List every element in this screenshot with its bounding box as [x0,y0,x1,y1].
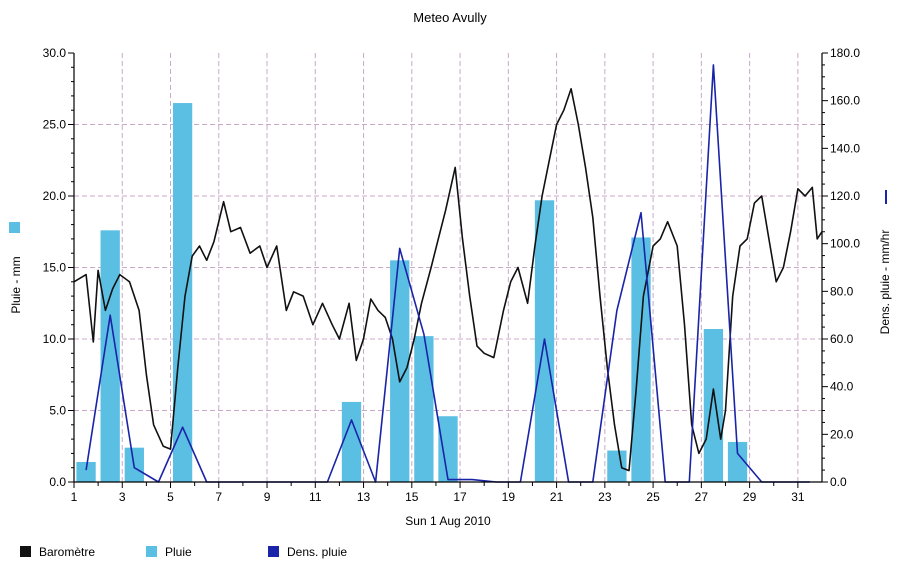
chart-title: Meteo Avully [413,10,487,25]
legend-swatch [20,546,31,557]
x-tick-label: 29 [743,490,757,504]
y-axis-right-title: Dens. pluie - mm/hr [878,230,892,335]
y-left-tick-label: 20.0 [43,189,67,203]
pluie-bar [172,103,193,483]
y-right-tick-label: 100.0 [830,237,860,251]
y-right-tick-label: 20.0 [830,427,854,441]
legend-swatch [268,546,279,557]
x-tick-label: 21 [550,490,564,504]
y-axis-left-title: Pluie - mm [9,256,23,313]
barometre-line [73,88,823,472]
x-tick-label: 15 [405,490,419,504]
grid [74,53,822,482]
pluie-bar [100,230,120,482]
x-tick-label: 27 [695,490,709,504]
legend-label: Pluie [165,545,192,559]
y-left-tick-label: 15.0 [43,261,67,275]
x-axis-title: Sun 1 Aug 2010 [405,514,491,528]
x-tick-label: 7 [215,490,222,504]
pluie-bar [438,416,458,482]
barometre-series [73,88,823,472]
pluie-bar [341,401,362,482]
pluie-bar [76,461,96,482]
axes: 0.0 5.0 10.0 15.0 20.0 25.0 30.0 0.0 20.0 40.0 60.… [43,46,861,504]
left-axis-swatch [9,222,20,233]
x-tick-label: 9 [264,490,271,504]
y-left-tick-label: 5.0 [49,404,66,418]
x-tick-label: 31 [791,490,805,504]
y-right-tick-label: 60.0 [830,332,854,346]
x-tick-label: 13 [357,490,371,504]
x-tick-label: 1 [71,490,78,504]
pluie-bar [727,441,748,482]
legend-swatch [146,546,157,557]
y-right-tick-label: 80.0 [830,284,854,298]
y-right-tick-label: 180.0 [830,46,860,60]
pluie-bar [414,336,434,482]
y-right-tick-label: 140.0 [830,141,860,155]
y-right-tick-label: 120.0 [830,189,860,203]
x-tick-label: 11 [309,490,322,504]
pluie-bar [703,328,724,482]
x-tick-label: 23 [598,490,612,504]
legend: Baromètre Pluie Dens. pluie [20,545,347,559]
x-tick-label: 25 [646,490,660,504]
pluie-bar [631,237,651,482]
legend-label: Dens. pluie [287,545,347,559]
y-left-tick-label: 10.0 [43,332,67,346]
x-tick-label: 3 [119,490,126,504]
y-right-tick-label: 40.0 [830,380,854,394]
x-tick-label: 19 [502,490,516,504]
y-right-tick-label: 160.0 [830,94,860,108]
pluie-bar [390,260,410,482]
legend-label: Baromètre [39,545,95,559]
y-right-tick-label: 0.0 [830,475,847,489]
y-left-tick-label: 25.0 [43,118,67,132]
x-tick-label: 17 [453,490,467,504]
x-tick-label: 5 [167,490,174,504]
y-left-tick-label: 0.0 [49,475,66,489]
y-left-tick-label: 30.0 [43,46,67,60]
pluie-bar [607,450,627,482]
